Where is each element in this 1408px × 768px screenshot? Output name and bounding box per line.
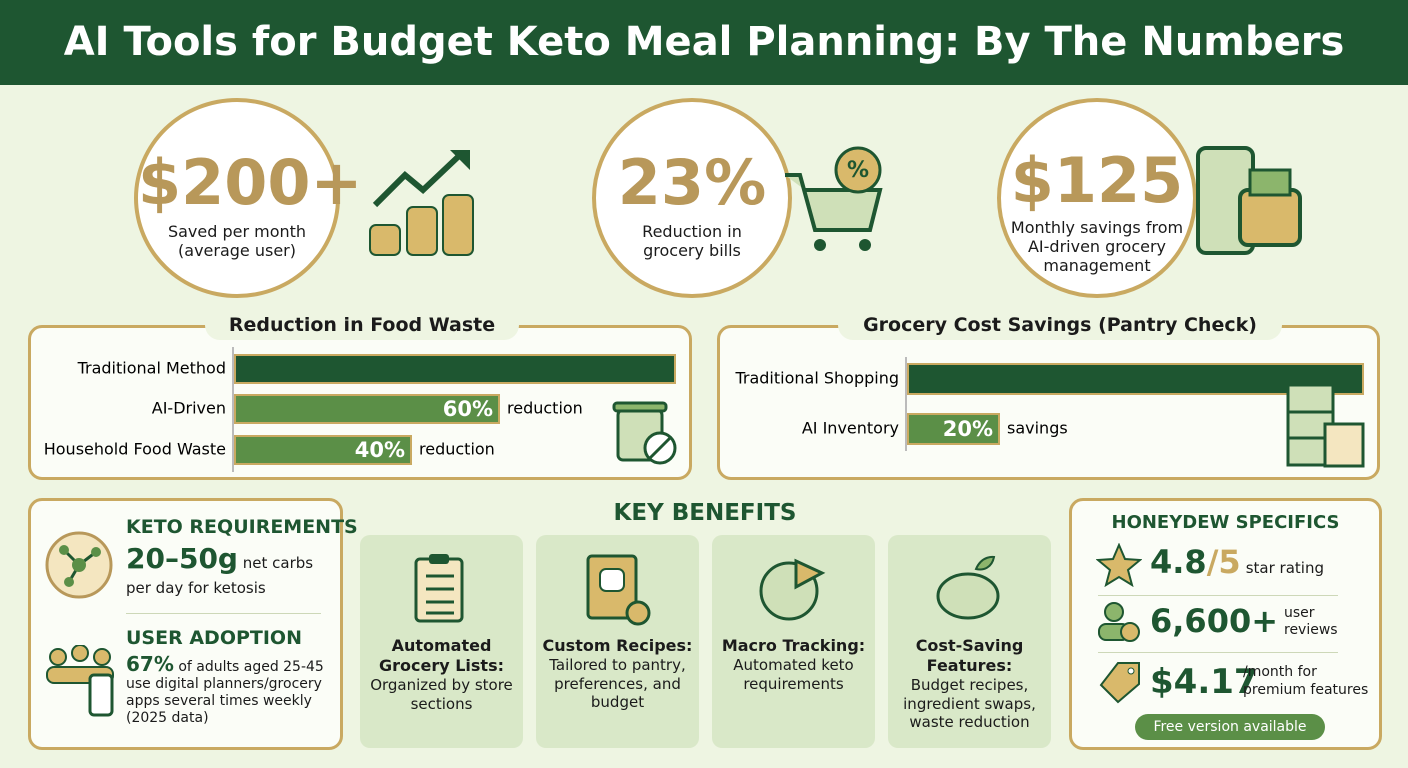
stat-value: 23% <box>617 146 767 219</box>
stat-label: Reduction in grocery bills <box>642 222 742 261</box>
value-label: 40% <box>355 438 405 462</box>
molecule-icon <box>45 531 113 599</box>
star-icon <box>1096 543 1142 587</box>
benefit-heading: Automated Grocery Lists: <box>378 635 504 675</box>
chart-title: Grocery Cost Savings (Pantry Check) <box>838 310 1282 340</box>
cart-icon: % <box>785 146 883 251</box>
stat-value: $125 <box>1010 144 1184 217</box>
divider <box>1098 595 1338 596</box>
rating-value: 4.8 <box>1150 543 1207 581</box>
adoption-text: of adults aged 25-45 use digital planner… <box>126 659 324 726</box>
people-icon <box>46 645 114 717</box>
user-icon <box>1098 602 1140 642</box>
bar <box>234 394 500 424</box>
svg-text:%: % <box>847 158 869 183</box>
bin-icon <box>612 401 677 465</box>
bar <box>234 354 676 384</box>
benefit-text: Budget recipes, ingredient swaps, waste … <box>903 675 1036 732</box>
category-label: AI Inventory <box>802 419 899 438</box>
rating-max: /5 <box>1206 543 1241 581</box>
keto-text: net carbs <box>242 554 314 572</box>
category-label: AI-Driven <box>152 399 226 418</box>
stat-circle: $200+ Saved per month (average user) <box>134 98 363 298</box>
phone-wallet-icon <box>1196 146 1302 255</box>
benefit-text: Automated keto requirements <box>733 655 854 693</box>
rating-label: star rating <box>1245 559 1324 577</box>
keto-text: per day for ketosis <box>126 578 266 597</box>
benefit-icon <box>759 558 826 621</box>
stat-label: Saved per month (average user) <box>167 222 307 261</box>
value-label: 60% <box>443 397 493 421</box>
price-value: $4.17 <box>1150 662 1258 702</box>
price-label: /month for premium features <box>1243 664 1369 698</box>
stat-label: Monthly savings from AI-driven grocery m… <box>1010 218 1184 276</box>
chart-title: Reduction in Food Waste <box>205 310 519 340</box>
coins-icon <box>369 150 474 256</box>
bar <box>234 435 412 465</box>
reviews-value: 6,600+ <box>1150 602 1279 640</box>
bar-note: savings <box>1007 419 1068 438</box>
badge: Free version available <box>1135 714 1325 740</box>
category-label: Household Food Waste <box>44 440 226 459</box>
benefit-text: Tailored to pantry, preferences, and bud… <box>549 655 686 712</box>
benefit-icon <box>936 555 1000 620</box>
section-title: USER ADOPTION <box>126 627 302 649</box>
chart-panel <box>717 325 1380 480</box>
reviews-label: user reviews <box>1284 605 1338 638</box>
section-title: KETO REQUIREMENTS <box>126 516 358 538</box>
bar-chart: Traditional Method AI-Driven 60% reduction H… <box>44 347 676 472</box>
benefit-icon <box>414 554 464 623</box>
stat-circle: $125 Monthly savings from AI-driven groc… <box>997 98 1197 298</box>
category-label: Traditional Shopping <box>734 369 899 388</box>
benefit-icon <box>586 554 651 626</box>
tag-icon <box>1099 662 1140 704</box>
benefit-text: Organized by store sections <box>370 675 513 713</box>
bar <box>907 413 1000 445</box>
category-label: Traditional Method <box>77 359 226 378</box>
bar-note: reduction <box>419 440 495 459</box>
stat-circle: 23% Reduction in grocery bills <box>592 98 792 298</box>
benefit-card: Macro Tracking: Automated keto requireme… <box>712 535 875 748</box>
page-title: AI Tools for Budget Keto Meal Planning: … <box>0 0 1408 85</box>
benefit-heading: Cost-Saving Features: <box>915 635 1024 675</box>
keto-value: 20–50g <box>126 542 238 575</box>
adoption-value: 67% <box>126 652 174 676</box>
divider <box>1098 652 1338 653</box>
bar-note: reduction <box>507 399 583 418</box>
benefit-card: Custom Recipes: Tailored to pantry, pref… <box>536 535 699 748</box>
benefit-card: Automated Grocery Lists: Organized by st… <box>360 535 523 748</box>
divider <box>126 613 321 614</box>
benefit-heading: Custom Recipes: <box>542 635 693 655</box>
benefit-heading: Macro Tracking: <box>721 635 866 655</box>
pantry-icon <box>1286 383 1365 468</box>
section-title: HONEYDEW SPECIFICS <box>1111 512 1340 533</box>
benefit-card: Cost-Saving Features: Budget recipes, in… <box>888 535 1051 748</box>
stat-value: $200+ <box>138 146 363 219</box>
value-label: 20% <box>943 417 993 441</box>
bar-chart: Traditional Shopping AI Inventory 20% savin… <box>734 357 1364 451</box>
section-title: KEY BENEFITS <box>613 500 797 526</box>
